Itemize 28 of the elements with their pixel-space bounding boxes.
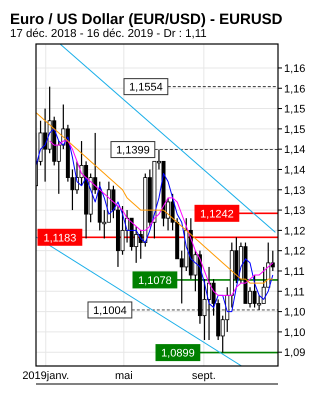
line-series <box>36 112 274 284</box>
ref-line-label: 1,1078 <box>138 274 172 287</box>
x-tick-label: sept. <box>192 370 216 382</box>
ref-line-label: 1,1242 <box>200 208 234 220</box>
chart-title: Euro / US Dollar (EUR/USD) - EURUSD <box>10 11 283 28</box>
y-tick-label: 1,14 <box>284 144 306 156</box>
y-tick-label: 1,09 <box>284 347 306 360</box>
x-tick-label: mai <box>114 370 133 382</box>
x-tick-label: 2019janv. <box>22 370 70 382</box>
y-tick-label: 1,16 <box>284 83 306 96</box>
y-tick-label: 1,15 <box>284 104 306 116</box>
y-tick-label: 1,15 <box>284 124 306 136</box>
ref-line-label: 1,1004 <box>93 304 127 317</box>
y-tick-label: 1,11 <box>284 286 305 298</box>
ref-line-label: 1,1183 <box>43 232 76 244</box>
y-tick-label: 1,12 <box>284 225 306 238</box>
y-tick-label: 1,14 <box>284 164 306 176</box>
y-tick-label: 1,13 <box>284 205 306 218</box>
y-tick-label: 1,10 <box>284 326 306 339</box>
ref-line-label: 1,1554 <box>129 82 163 94</box>
chart-subtitle: 17 déc. 2018 - 16 déc. 2019 - Dr : 1,11 <box>10 28 207 40</box>
y-tick-label: 1,16 <box>284 62 306 75</box>
y-tick-label: 1,12 <box>284 246 306 258</box>
y-tick-label: 1,13 <box>284 184 306 197</box>
ref-line-label: 1,1399 <box>116 144 150 157</box>
ref-line-label: 1,0899 <box>161 348 195 360</box>
y-tick-label: 1,11 <box>284 266 305 278</box>
y-tick-label: 1,10 <box>284 306 306 319</box>
